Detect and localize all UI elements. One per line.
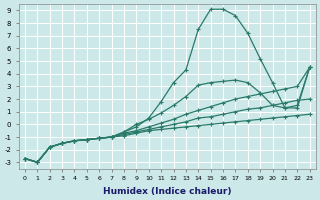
X-axis label: Humidex (Indice chaleur): Humidex (Indice chaleur)	[103, 187, 232, 196]
